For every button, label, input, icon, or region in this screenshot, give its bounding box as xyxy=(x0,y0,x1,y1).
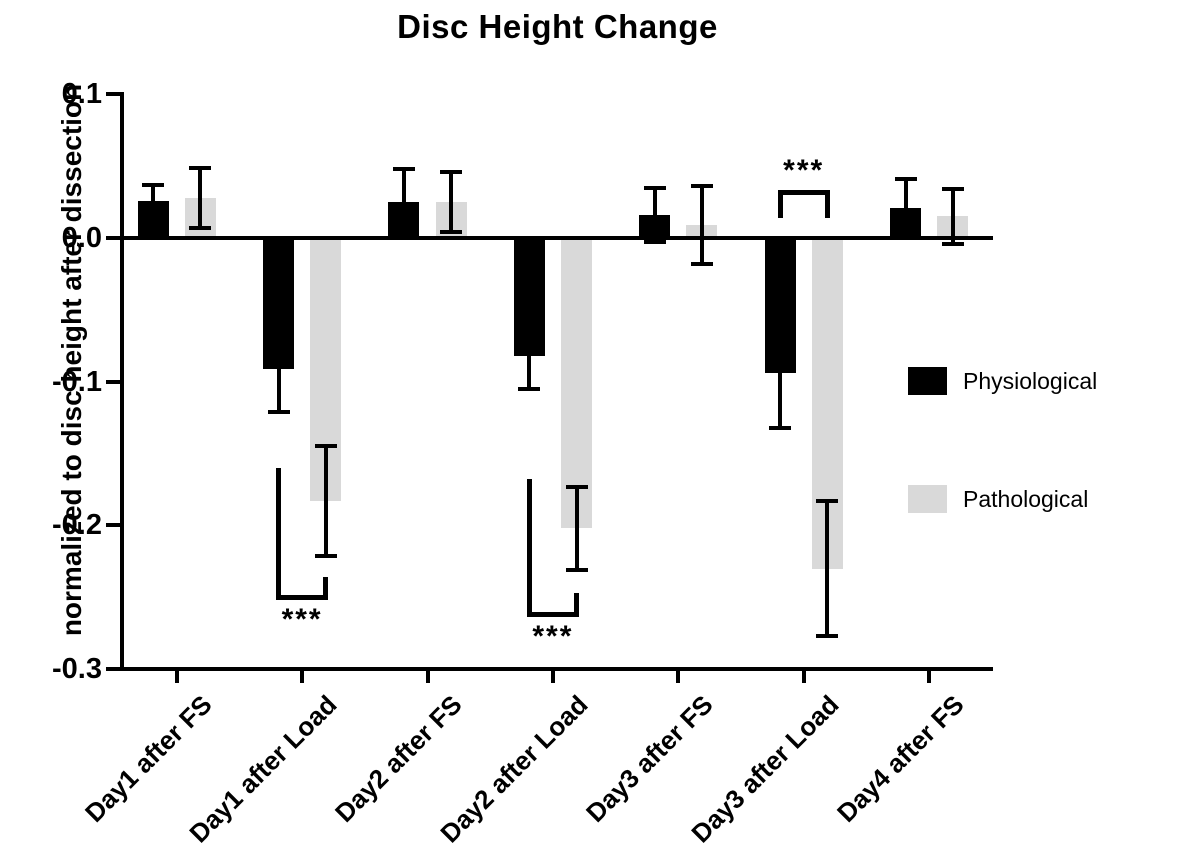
error-bar-line xyxy=(151,184,156,217)
error-bar-line xyxy=(778,318,783,428)
significance-bracket xyxy=(526,611,579,617)
x-tick xyxy=(425,671,430,684)
y-tick-label: -0.3 xyxy=(52,653,102,686)
chart-title: Disc Height Change xyxy=(397,8,718,45)
zero-line xyxy=(120,236,993,240)
error-bar-cap xyxy=(267,323,290,328)
significance-label: *** xyxy=(532,620,574,654)
significance-bracket xyxy=(824,189,830,218)
error-bar-line xyxy=(574,486,579,570)
x-axis-line xyxy=(120,667,993,672)
error-bar-cap xyxy=(314,553,337,558)
error-bar-cap xyxy=(643,185,666,190)
error-bar-cap xyxy=(142,182,165,187)
significance-bracket xyxy=(777,189,830,195)
significance-bracket xyxy=(777,189,783,218)
legend-swatch xyxy=(908,367,947,395)
error-bar-cap xyxy=(565,567,588,572)
significance-bracket xyxy=(276,594,329,600)
error-bar-cap xyxy=(894,234,917,239)
y-tick xyxy=(106,379,120,384)
error-bar-line xyxy=(903,179,908,237)
significance-label: *** xyxy=(281,603,323,637)
legend-label: Physiological xyxy=(963,368,1098,394)
error-bar-cap xyxy=(690,184,713,189)
legend-swatch xyxy=(908,485,947,513)
error-bar-cap xyxy=(518,320,541,325)
x-tick xyxy=(801,671,806,684)
x-tick xyxy=(174,671,179,684)
y-tick-label: -0.1 xyxy=(52,365,102,398)
error-bar-cap xyxy=(440,230,463,235)
y-tick xyxy=(106,236,120,240)
error-bar-line xyxy=(276,325,281,412)
y-tick xyxy=(106,667,120,672)
significance-label: *** xyxy=(783,154,825,188)
error-bar-cap xyxy=(769,425,792,430)
error-bar-line xyxy=(449,171,454,233)
significance-bracket xyxy=(323,577,329,600)
error-bar-line xyxy=(699,186,704,264)
significance-bracket xyxy=(574,592,579,617)
significance-bracket xyxy=(276,467,281,600)
significance-bracket xyxy=(526,479,532,617)
x-tick xyxy=(550,671,555,684)
bar xyxy=(561,238,592,529)
error-bar-cap xyxy=(643,240,666,245)
error-bar-cap xyxy=(392,233,415,238)
y-tick-label: 0.1 xyxy=(61,78,102,111)
error-bar-line xyxy=(198,167,203,228)
error-bar-cap xyxy=(267,409,290,414)
x-tick xyxy=(676,671,681,684)
error-bar-cap xyxy=(769,316,792,321)
error-bar-line xyxy=(950,189,955,244)
error-bar-cap xyxy=(565,484,588,489)
error-bar-cap xyxy=(894,177,917,182)
error-bar-cap xyxy=(941,187,964,192)
error-bar-cap xyxy=(392,167,415,172)
y-tick xyxy=(106,523,120,528)
error-bar-cap xyxy=(440,169,463,174)
legend-label: Pathological xyxy=(963,486,1089,512)
error-bar-line xyxy=(652,187,657,243)
x-category-label: Day3 after FS xyxy=(580,689,719,829)
error-bar-cap xyxy=(314,444,337,449)
error-bar-line xyxy=(825,500,830,637)
y-axis-line xyxy=(120,92,124,672)
y-tick-label: 0.0 xyxy=(61,222,102,254)
x-category-label: Day2 after FS xyxy=(329,689,469,829)
error-bar-cap xyxy=(189,225,212,230)
error-bar-line xyxy=(323,446,328,556)
error-bar-cap xyxy=(518,386,541,391)
error-bar-cap xyxy=(941,241,964,246)
y-tick xyxy=(106,92,120,97)
error-bar-cap xyxy=(816,498,839,503)
x-category-label: Day1 after FS xyxy=(78,689,218,829)
error-bar-cap xyxy=(142,214,165,219)
x-tick xyxy=(927,671,932,684)
error-bar-line xyxy=(527,322,532,389)
error-bar-line xyxy=(401,169,406,236)
x-category-label: Day4 after FS xyxy=(830,689,970,829)
y-tick-label: -0.2 xyxy=(52,509,102,542)
error-bar-cap xyxy=(690,261,713,266)
error-bar-cap xyxy=(189,165,212,170)
error-bar-cap xyxy=(816,634,839,639)
x-tick xyxy=(300,671,305,684)
